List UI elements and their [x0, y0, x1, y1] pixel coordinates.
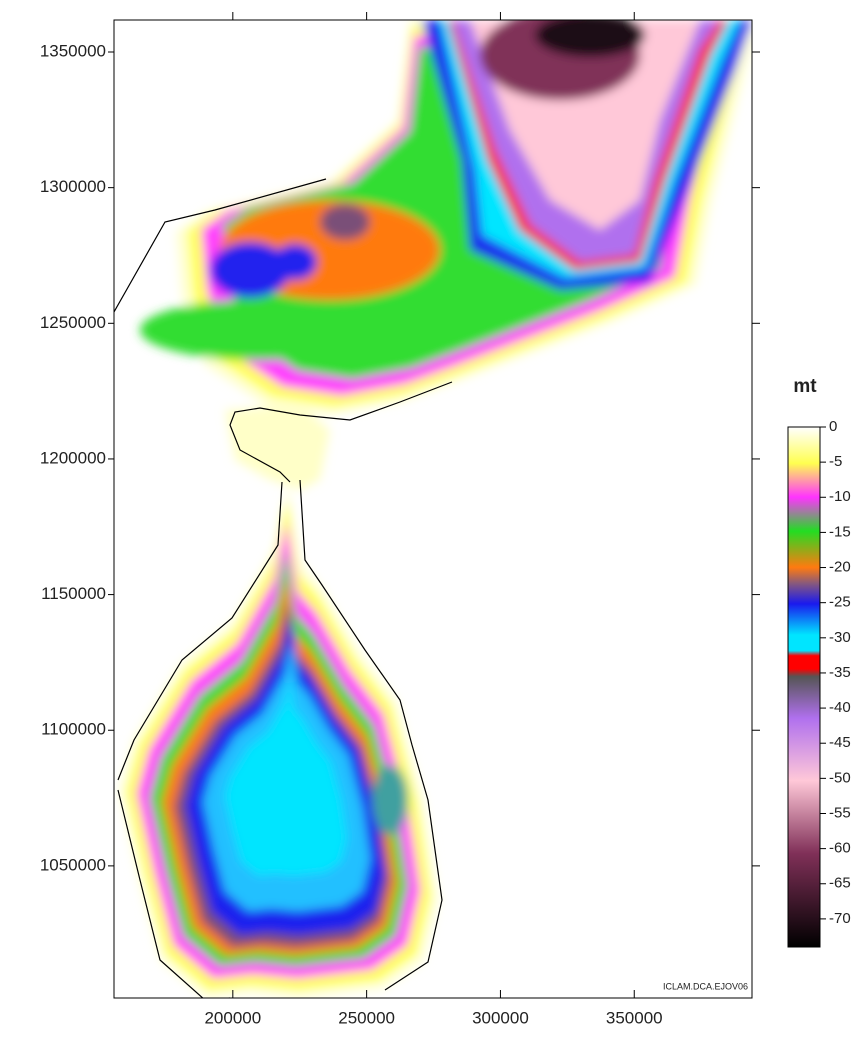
colorbar-tick-label: -55	[829, 804, 851, 821]
colorbar-tick-label: -65	[829, 875, 851, 892]
colorbar-tick-label: -20	[829, 559, 851, 576]
x-tick-label: 300000	[472, 1008, 529, 1027]
colorbar-tick-label: -25	[829, 594, 851, 611]
colorbar-tick-label: 0	[829, 418, 837, 435]
bathymetry	[114, 10, 752, 1000]
x-tick-label: 200000	[204, 1008, 261, 1027]
colorbar-tick-label: -70	[829, 910, 851, 927]
colorbar-tick-label: -30	[829, 629, 851, 646]
y-tick-label: 1200000	[40, 448, 106, 467]
colorbar-tick-label: -35	[829, 664, 851, 681]
colorbar-tick-label: -40	[829, 699, 851, 716]
x-tick-label: 250000	[338, 1008, 395, 1027]
colorbar-title: mt	[793, 376, 817, 397]
y-tick-label: 1350000	[40, 41, 106, 60]
y-tick-label: 1050000	[40, 855, 106, 874]
colorbar-tick-label: -10	[829, 488, 851, 505]
credit: ICLAM.DCA.EJOV06	[663, 981, 748, 991]
y-tick-label: 1250000	[40, 313, 106, 332]
colorbar-tick-label: -50	[829, 769, 851, 786]
colorbar-tick-label: -60	[829, 840, 851, 857]
colorbar-tick-label: -45	[829, 734, 851, 751]
y-tick-label: 1100000	[41, 720, 106, 739]
x-tick-label: 350000	[606, 1008, 663, 1027]
colorbar-tick-label: -15	[829, 523, 851, 540]
y-tick-label: 1300000	[40, 177, 106, 196]
y-tick-label: 1150000	[41, 584, 106, 603]
colorbar-tick-label: -5	[829, 453, 842, 470]
map-figure: ICLAM.DCA.EJOV06 mt 200000 250000 300000 35…	[0, 0, 862, 1037]
colorbar	[788, 427, 820, 947]
